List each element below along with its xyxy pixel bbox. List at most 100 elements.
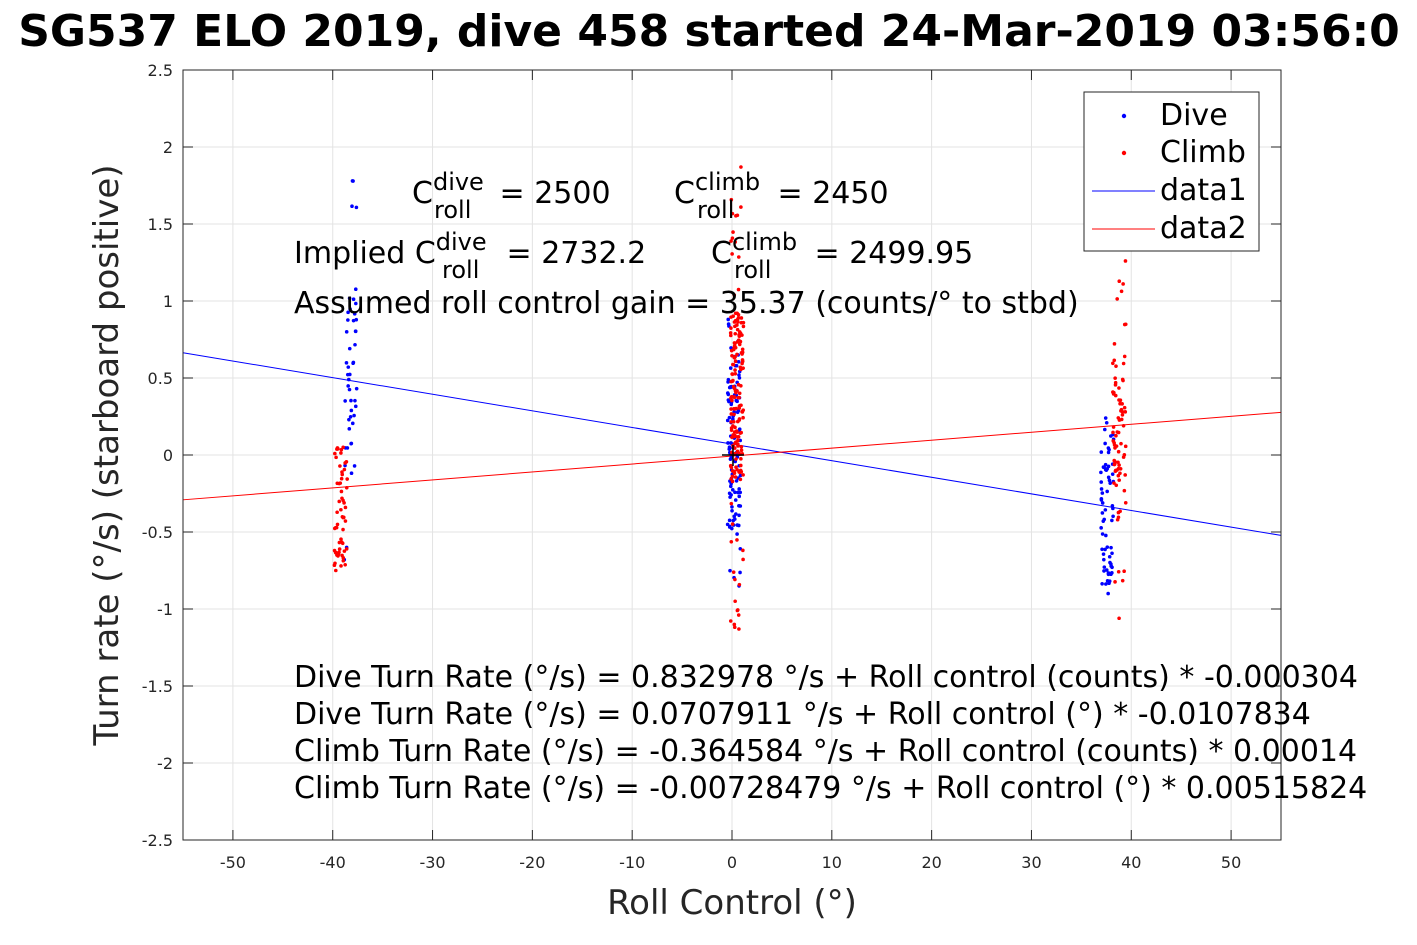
climb-point: [733, 331, 738, 336]
y-axis-label: Turn rate (°/s) (starboard positive): [87, 164, 127, 746]
climb-point: [1111, 430, 1115, 435]
climb-point: [1117, 616, 1121, 621]
climb-point: [739, 165, 743, 169]
climb-point: [736, 438, 740, 443]
climb-point: [1118, 398, 1123, 403]
climb-point: [1116, 449, 1121, 454]
dive-point: [343, 399, 347, 403]
y-tick-label: 1: [163, 292, 173, 311]
dive-point: [351, 318, 356, 323]
climb-point: [1121, 378, 1125, 383]
climb-point: [741, 548, 745, 553]
climb-point: [1112, 443, 1117, 447]
implied-climb-value: = 2499.95: [805, 236, 973, 271]
implied-climb-subscript: roll: [734, 256, 771, 284]
climb-point: [1123, 259, 1128, 263]
climb-point: [732, 386, 737, 391]
climb-point: [342, 501, 346, 505]
climb-point: [1116, 460, 1120, 465]
x-tick-label: 10: [822, 853, 842, 872]
dive-point: [1104, 582, 1108, 586]
climb-point: [1117, 386, 1121, 390]
dive-point: [1107, 554, 1112, 559]
climb-point: [729, 465, 734, 470]
dive-point: [1102, 557, 1106, 562]
data-points: [332, 165, 1128, 631]
dive-point: [1110, 472, 1115, 476]
dive-point: [1104, 533, 1108, 538]
climb-point: [340, 541, 345, 546]
implied-climb-superscript: climb: [732, 228, 797, 256]
y-tick-label: -1: [157, 600, 173, 619]
annotation-fit-line-3: Climb Turn Rate (°/s) = -0.364584 °/s + …: [294, 734, 1357, 769]
legend-box: [1083, 91, 1260, 252]
climb-point: [739, 444, 744, 449]
climb-point: [1121, 361, 1126, 366]
dive-point: [1105, 579, 1110, 583]
dive-point: [346, 377, 351, 382]
dive-point: [1104, 568, 1109, 572]
dive-point: [1106, 475, 1111, 480]
dive-point: [346, 384, 350, 388]
climb-point: [334, 455, 338, 460]
dive-point: [726, 317, 731, 322]
climb-point: [735, 389, 739, 393]
dive-point: [731, 417, 735, 421]
climb-point: [735, 317, 740, 322]
climb-point: [741, 473, 745, 477]
dive-point: [1103, 462, 1108, 467]
dive-point: [1110, 551, 1114, 556]
dive-point: [351, 297, 356, 302]
climb-point: [339, 476, 344, 481]
dive-point: [736, 523, 741, 528]
dive-point: [1100, 547, 1104, 552]
implied-dive-prefix: Implied C: [294, 236, 436, 271]
dive-point: [352, 413, 356, 418]
annotation-c-roll-dive: Cdive roll = 2500: [412, 168, 611, 224]
implied-dive-superscript: dive: [436, 228, 487, 256]
dive-point: [1110, 571, 1114, 575]
climb-point: [342, 549, 347, 553]
dive-point: [350, 204, 354, 209]
dive-point: [726, 377, 731, 382]
climb-point: [734, 457, 738, 461]
climb-point: [339, 451, 343, 455]
climb-point: [735, 327, 740, 332]
dive-point: [1110, 504, 1115, 508]
dive-point: [1103, 441, 1107, 446]
climb-point: [1116, 430, 1121, 435]
climb-point: [737, 417, 742, 421]
climb-point: [740, 347, 745, 352]
annotation-c-roll-climb: Cclimb roll = 2450: [674, 168, 889, 224]
climb-point: [1123, 410, 1128, 414]
climb-point: [333, 451, 337, 456]
climb-point: [1122, 569, 1126, 574]
climb-point: [343, 519, 348, 523]
climb-point: [737, 395, 741, 400]
dive-point: [1101, 552, 1106, 556]
legend: Dive Climb data1 data2: [1083, 91, 1260, 252]
dive-point: [727, 525, 732, 529]
y-tick-label: 0.5: [148, 369, 173, 388]
dive-point: [1100, 511, 1105, 515]
dive-point: [1099, 496, 1104, 501]
dive-point: [1109, 562, 1113, 566]
y-tick-label: 1.5: [148, 215, 173, 234]
legend-data2-label: data2: [1160, 211, 1247, 246]
dive-point: [730, 505, 734, 509]
dive-point: [1099, 450, 1104, 454]
climb-point: [736, 382, 741, 387]
climb-point: [335, 481, 340, 486]
climb-point: [340, 496, 344, 501]
climb-point: [1122, 488, 1127, 493]
climb-point: [735, 352, 739, 357]
climb-point: [736, 287, 741, 292]
climb-point: [335, 447, 340, 451]
climb-point: [339, 507, 343, 512]
climb-point: [1114, 433, 1118, 438]
c-roll-dive-superscript: dive: [433, 168, 484, 196]
dive-point: [344, 361, 349, 365]
c-roll-dive-subscript: roll: [434, 196, 471, 224]
legend-dive-marker: [1121, 113, 1127, 119]
dive-point: [348, 372, 352, 377]
